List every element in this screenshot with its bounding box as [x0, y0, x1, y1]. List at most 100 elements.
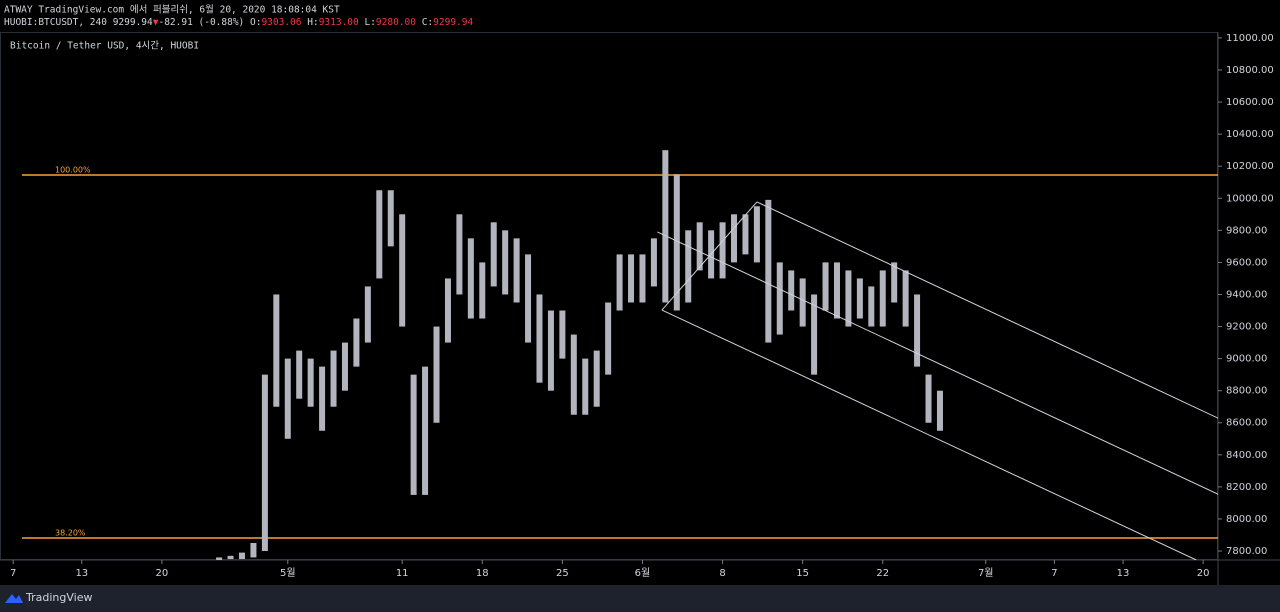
- chart-title: Bitcoin / Tether USD, 4시간, HUOBI: [10, 41, 199, 52]
- price-bar: [227, 555, 234, 560]
- price-bar: [502, 230, 509, 295]
- y-tick-label: 8000.00: [1226, 514, 1267, 525]
- price-bar: [582, 358, 589, 415]
- y-tick-label: 7800.00: [1226, 546, 1267, 557]
- price-bar: [490, 222, 497, 287]
- y-tick-label: 10600.00: [1226, 97, 1274, 108]
- price-bar: [341, 342, 348, 391]
- price-bar: [731, 214, 738, 263]
- price-bar: [891, 262, 898, 303]
- x-tick-label: 20: [156, 568, 169, 579]
- x-tick-label: 25: [556, 568, 569, 579]
- fib-label: 38.20%: [55, 529, 86, 538]
- price-bar: [570, 334, 577, 415]
- price-bar: [353, 318, 360, 367]
- price-bar: [822, 262, 829, 311]
- x-tick-label: 7: [10, 568, 16, 579]
- y-tick-label: 9400.00: [1226, 289, 1267, 300]
- price-bar: [925, 374, 932, 423]
- publisher: ATWAY TradingView.com 에서 퍼블리쉬, 6월 20, 20…: [4, 4, 340, 16]
- price-bar: [513, 238, 520, 303]
- price-bar: [593, 350, 600, 407]
- x-tick-label: 7월: [978, 567, 994, 579]
- price-bar: [559, 310, 566, 359]
- price-bar: [662, 150, 669, 303]
- price-bar: [376, 190, 383, 279]
- price-bar: [307, 358, 314, 407]
- footer-bar: [0, 585, 1280, 612]
- price-bar: [914, 294, 921, 367]
- x-tick-label: 15: [796, 568, 809, 579]
- logo: [5, 594, 23, 603]
- price-bar: [467, 238, 474, 319]
- y-tick-label: 8800.00: [1226, 386, 1267, 397]
- price-bar: [685, 230, 692, 303]
- brand: TradingView: [25, 591, 92, 604]
- price-bar: [719, 222, 726, 279]
- y-tick-label: 9000.00: [1226, 354, 1267, 365]
- price-bar: [742, 214, 749, 255]
- price-bar: [261, 374, 268, 552]
- price-bar: [879, 270, 886, 327]
- price-bar: [765, 199, 772, 343]
- price-bar: [650, 238, 657, 287]
- price-bar: [788, 270, 795, 311]
- y-tick-label: 8200.00: [1226, 482, 1267, 493]
- price-bar: [696, 222, 703, 271]
- price-bar: [833, 262, 840, 319]
- y-tick-label: 9200.00: [1226, 322, 1267, 333]
- x-tick-label: 5월: [280, 567, 296, 579]
- y-tick-label: 10200.00: [1226, 161, 1274, 172]
- price-bar: [273, 294, 280, 407]
- y-tick-label: 9800.00: [1226, 225, 1267, 236]
- price-bar: [422, 366, 429, 495]
- y-tick-label: 10400.00: [1226, 129, 1274, 140]
- price-bar: [479, 262, 486, 319]
- price-bar: [525, 254, 532, 343]
- price-bar: [433, 326, 440, 423]
- price-bar: [811, 294, 818, 375]
- x-tick-label: 11: [396, 568, 409, 579]
- price-bar: [387, 190, 394, 247]
- channel-line: [661, 309, 1197, 560]
- price-bar: [776, 262, 783, 335]
- price-bar: [936, 390, 943, 431]
- price-bar: [628, 254, 635, 303]
- price-bar: [673, 174, 680, 311]
- price-bar: [616, 254, 623, 311]
- price-bar: [284, 358, 291, 439]
- x-tick-label: 20: [1197, 568, 1210, 579]
- price-bar: [364, 286, 371, 343]
- x-tick-label: 18: [476, 568, 489, 579]
- price-bar: [605, 302, 612, 375]
- channel-line: [756, 201, 1218, 419]
- y-tick-label: 10000.00: [1226, 193, 1274, 204]
- price-bar: [330, 350, 337, 407]
- price-bar: [238, 552, 245, 560]
- y-tick-label: 8400.00: [1226, 450, 1267, 461]
- price-bar: [753, 206, 760, 263]
- price-bar: [845, 270, 852, 327]
- x-tick-label: 7: [1051, 568, 1057, 579]
- x-tick-label: 13: [75, 568, 88, 579]
- price-bar: [902, 270, 909, 327]
- price-bar: [216, 557, 223, 560]
- x-tick-label: 6월: [635, 567, 651, 579]
- price-bar: [456, 214, 463, 295]
- price-bar: [444, 278, 451, 343]
- price-bar: [799, 278, 806, 327]
- price-bar: [319, 366, 326, 431]
- x-tick-label: 13: [1117, 568, 1130, 579]
- y-tick-label: 11000.00: [1226, 33, 1274, 44]
- price-bar: [547, 310, 554, 391]
- channel-line: [657, 231, 1218, 495]
- x-tick-label: 8: [719, 568, 725, 579]
- price-bar: [536, 294, 543, 383]
- x-tick-label: 22: [876, 568, 889, 579]
- price-bar: [296, 350, 303, 399]
- price-bar: [399, 214, 406, 327]
- y-tick-label: 8600.00: [1226, 418, 1267, 429]
- price-bar: [856, 278, 863, 319]
